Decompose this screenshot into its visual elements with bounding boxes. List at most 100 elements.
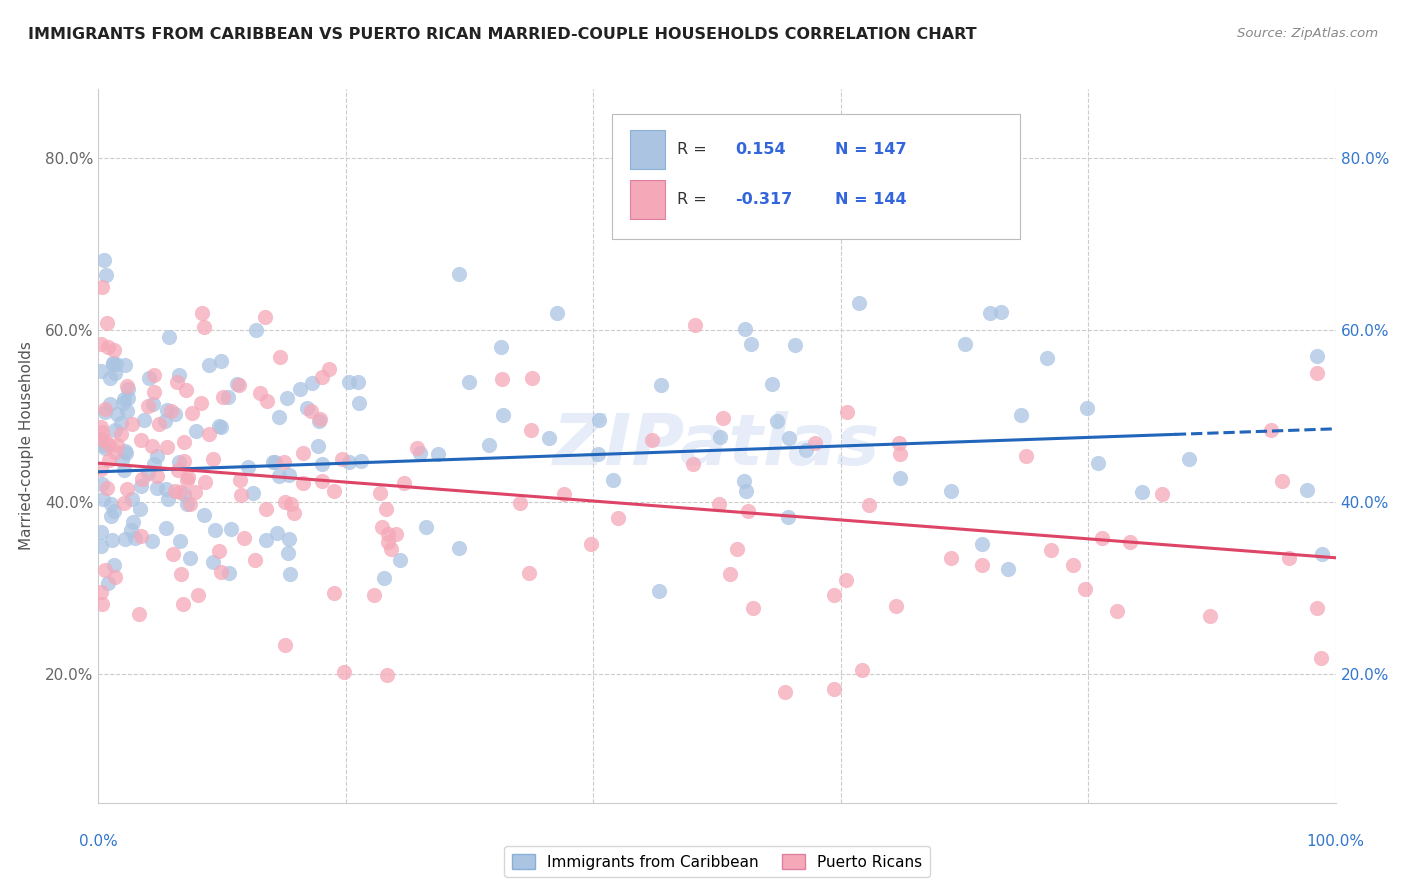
Point (276, 391, 298, 405)
Point (162, 547, 184, 561)
Text: R =: R = (678, 143, 713, 157)
Point (169, 484, 191, 499)
Point (228, 377, 250, 392)
Point (322, 483, 344, 498)
Point (103, 355, 125, 369)
Point (848, 295, 870, 310)
Point (179, 497, 201, 511)
Text: N = 144: N = 144 (835, 193, 907, 207)
Point (740, 336, 762, 351)
Point (392, 476, 415, 491)
Point (491, 340, 513, 354)
Point (112, 392, 135, 407)
Point (970, 537, 993, 551)
Point (579, 537, 602, 551)
Point (311, 370, 333, 384)
Point (889, 447, 911, 461)
Point (96, 317, 118, 331)
Point (308, 414, 330, 428)
Point (90, 337, 112, 351)
Point (546, 306, 568, 320)
Text: 0.0%: 0.0% (79, 834, 118, 849)
Point (209, 353, 232, 368)
Point (229, 488, 252, 502)
Point (267, 409, 290, 424)
Point (588, 413, 610, 427)
Point (110, 426, 132, 441)
Point (122, 515, 145, 529)
Point (309, 411, 332, 425)
Point (105, 407, 128, 421)
Point (212, 390, 235, 404)
Point (136, 466, 159, 480)
Point (128, 607, 150, 622)
Point (103, 558, 125, 573)
Point (94, 563, 117, 577)
Point (887, 435, 910, 450)
Point (208, 544, 231, 558)
Point (1306, 601, 1329, 615)
Point (449, 541, 471, 556)
Point (773, 685, 796, 699)
Point (385, 527, 408, 541)
Point (1306, 349, 1329, 363)
Point (100, 497, 122, 511)
Point (115, 482, 138, 496)
Point (160, 404, 183, 418)
Point (91, 597, 114, 611)
Point (180, 406, 202, 420)
Point (148, 417, 170, 431)
Point (114, 359, 136, 373)
Point (269, 350, 291, 364)
Point (103, 357, 125, 371)
Point (711, 410, 734, 425)
Point (198, 426, 221, 441)
Point (823, 681, 845, 696)
Point (858, 498, 880, 512)
Bar (630, 180, 665, 219)
Point (226, 377, 249, 392)
Point (389, 552, 412, 566)
Point (291, 476, 314, 491)
Point (278, 566, 301, 581)
Point (1091, 531, 1114, 545)
Point (520, 371, 543, 385)
Point (311, 474, 333, 488)
Point (165, 407, 187, 421)
Point (110, 416, 132, 430)
Point (103, 504, 125, 518)
Point (176, 473, 198, 487)
Point (1073, 582, 1095, 597)
Point (98, 371, 121, 385)
Point (187, 588, 209, 602)
Point (350, 454, 373, 468)
Point (103, 343, 125, 358)
Point (194, 475, 217, 489)
Point (242, 486, 264, 500)
Point (1199, 608, 1222, 623)
Point (520, 423, 543, 437)
Point (955, 336, 977, 351)
Point (183, 485, 205, 500)
Point (114, 532, 136, 546)
Point (307, 439, 329, 453)
Point (112, 496, 135, 510)
Point (97, 575, 120, 590)
Point (311, 457, 333, 471)
Point (492, 408, 515, 422)
Point (217, 390, 239, 404)
Point (97, 340, 120, 354)
Point (90, 364, 112, 378)
Point (346, 375, 368, 389)
Point (229, 473, 252, 487)
Point (253, 310, 276, 324)
Point (278, 533, 301, 547)
Point (131, 479, 153, 493)
Point (143, 384, 166, 399)
Point (91, 280, 114, 294)
Point (163, 483, 186, 498)
Point (707, 498, 730, 512)
Point (586, 447, 609, 461)
Point (115, 403, 138, 417)
Point (155, 520, 177, 534)
